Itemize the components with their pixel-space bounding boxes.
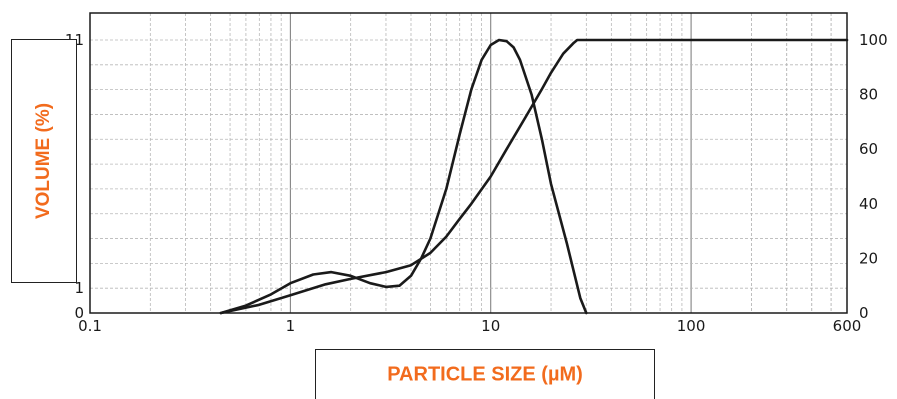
y-right-tick-label: 80 bbox=[859, 86, 878, 104]
plot-frame bbox=[89, 12, 848, 314]
y-axis-label-box: VOLUME (%) bbox=[11, 39, 77, 283]
series-line-cumulative bbox=[219, 38, 849, 315]
tick-labels: 0.11101006000111020406080100 bbox=[65, 31, 888, 335]
x-tick-label: 10 bbox=[481, 317, 500, 335]
series-lines bbox=[219, 38, 849, 315]
x-tick-label: 0.1 bbox=[78, 317, 102, 335]
y-left-tick-label: 1 bbox=[74, 279, 84, 297]
y-right-tick-label: 0 bbox=[859, 304, 869, 322]
grid bbox=[90, 13, 847, 313]
x-axis-label: PARTICLE SIZE (µM) bbox=[387, 363, 583, 385]
y-left-tick-label: 0 bbox=[74, 304, 84, 322]
x-tick-label: 100 bbox=[677, 317, 706, 335]
x-tick-label: 600 bbox=[833, 317, 862, 335]
y-right-tick-label: 100 bbox=[859, 31, 888, 49]
x-tick-label: 1 bbox=[286, 317, 296, 335]
x-axis-label-box: PARTICLE SIZE (µM) bbox=[315, 349, 655, 399]
y-right-tick-label: 20 bbox=[859, 249, 878, 267]
y-axis-label: VOLUME (%) bbox=[33, 102, 54, 220]
y-right-tick-label: 60 bbox=[859, 140, 878, 158]
series-line-volume bbox=[219, 38, 588, 315]
y-right-tick-label: 40 bbox=[859, 195, 878, 213]
